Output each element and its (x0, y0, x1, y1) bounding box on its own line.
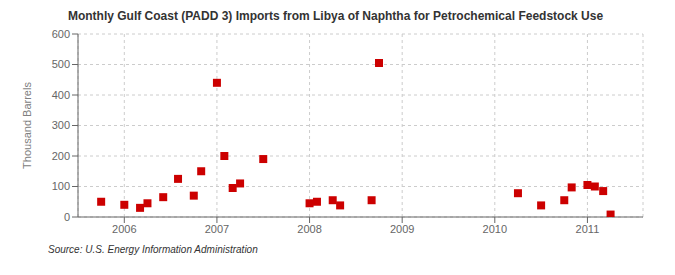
svg-text:400: 400 (52, 89, 70, 101)
svg-text:2010: 2010 (483, 223, 507, 235)
svg-text:2009: 2009 (390, 223, 414, 235)
svg-text:2008: 2008 (297, 223, 321, 235)
svg-text:300: 300 (52, 119, 70, 131)
svg-text:2006: 2006 (112, 223, 136, 235)
html-text:Monthly Gulf Coast (PADD 3) Im: Monthly Gulf Coast (PADD 3) Imports from… (67, 9, 604, 23)
svg-text:100: 100 (52, 180, 70, 192)
svg-text:500: 500 (52, 58, 70, 70)
svg-text:Thousand Barrels: Thousand Barrels (21, 82, 33, 169)
svg-text:0: 0 (64, 211, 70, 223)
html-text:Source: U.S. Energy Informatio: Source: U.S. Energy Information Administ… (48, 244, 258, 255)
svg-text:200: 200 (52, 150, 70, 162)
svg-text:2011: 2011 (576, 223, 600, 235)
svg-text:2007: 2007 (205, 223, 229, 235)
svg-text:600: 600 (52, 28, 70, 40)
